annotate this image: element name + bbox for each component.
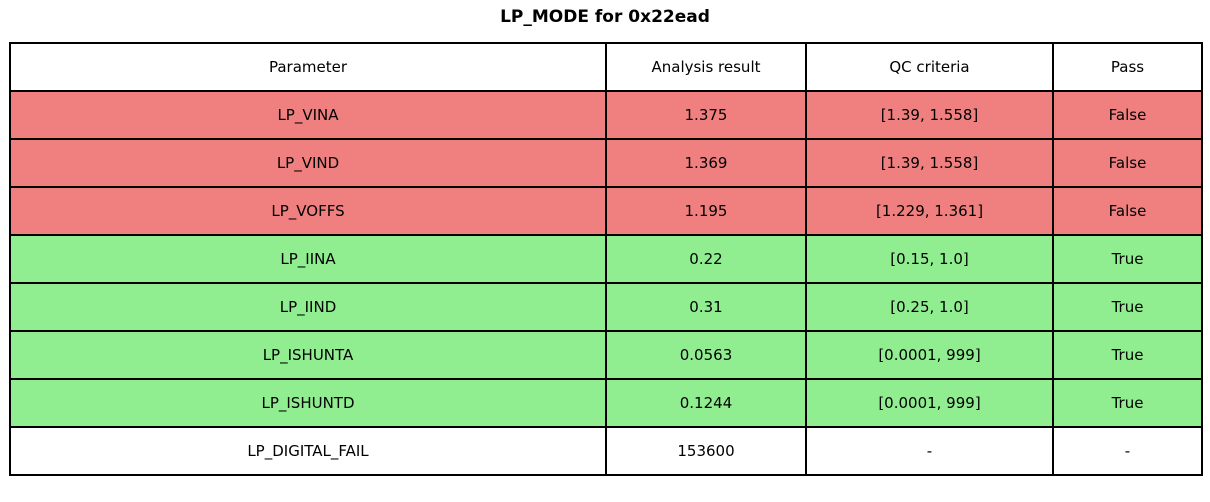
column-header-qc-criteria: QC criteria bbox=[805, 42, 1054, 92]
table-row: LP_IIND 0.31 [0.25, 1.0] True bbox=[9, 282, 1203, 332]
column-header-pass: Pass bbox=[1052, 42, 1203, 92]
analysis-result-cell: 153600 bbox=[605, 426, 807, 476]
analysis-result-cell: 0.22 bbox=[605, 234, 807, 284]
pass-cell: True bbox=[1052, 330, 1203, 380]
parameter-cell: LP_IIND bbox=[9, 282, 607, 332]
pass-cell: - bbox=[1052, 426, 1203, 476]
table-row: LP_VOFFS 1.195 [1.229, 1.361] False bbox=[9, 186, 1203, 236]
table-row: LP_VIND 1.369 [1.39, 1.558] False bbox=[9, 138, 1203, 188]
qc-criteria-cell: [0.15, 1.0] bbox=[805, 234, 1054, 284]
parameter-cell: LP_VIND bbox=[9, 138, 607, 188]
column-header-parameter: Parameter bbox=[9, 42, 607, 92]
qc-criteria-cell: [1.229, 1.361] bbox=[805, 186, 1054, 236]
table-header-row: Parameter Analysis result QC criteria Pa… bbox=[9, 42, 1203, 92]
pass-cell: False bbox=[1052, 138, 1203, 188]
analysis-result-cell: 1.375 bbox=[605, 90, 807, 140]
table-row: LP_ISHUNTA 0.0563 [0.0001, 999] True bbox=[9, 330, 1203, 380]
analysis-result-cell: 0.0563 bbox=[605, 330, 807, 380]
page-title: LP_MODE for 0x22ead bbox=[500, 7, 710, 27]
pass-cell: False bbox=[1052, 90, 1203, 140]
qc-criteria-cell: - bbox=[805, 426, 1054, 476]
analysis-result-cell: 0.1244 bbox=[605, 378, 807, 428]
parameter-cell: LP_DIGITAL_FAIL bbox=[9, 426, 607, 476]
qc-criteria-cell: [1.39, 1.558] bbox=[805, 90, 1054, 140]
analysis-result-cell: 0.31 bbox=[605, 282, 807, 332]
table-row: LP_ISHUNTD 0.1244 [0.0001, 999] True bbox=[9, 378, 1203, 428]
parameter-cell: LP_VOFFS bbox=[9, 186, 607, 236]
analysis-result-cell: 1.369 bbox=[605, 138, 807, 188]
table-row: LP_DIGITAL_FAIL 153600- - bbox=[9, 426, 1203, 476]
pass-cell: False bbox=[1052, 186, 1203, 236]
pass-cell: True bbox=[1052, 378, 1203, 428]
parameter-cell: LP_IINA bbox=[9, 234, 607, 284]
qc-criteria-cell: [0.25, 1.0] bbox=[805, 282, 1054, 332]
pass-cell: True bbox=[1052, 282, 1203, 332]
analysis-result-cell: 1.195 bbox=[605, 186, 807, 236]
qc-criteria-cell: [1.39, 1.558] bbox=[805, 138, 1054, 188]
parameter-cell: LP_VINA bbox=[9, 90, 607, 140]
qc-criteria-cell: [0.0001, 999] bbox=[805, 378, 1054, 428]
parameter-cell: LP_ISHUNTA bbox=[9, 330, 607, 380]
table-row: LP_IINA 0.22 [0.15, 1.0] True bbox=[9, 234, 1203, 284]
pass-cell: True bbox=[1052, 234, 1203, 284]
table-row: LP_VINA 1.375 [1.39, 1.558] False bbox=[9, 90, 1203, 140]
qc-criteria-cell: [0.0001, 999] bbox=[805, 330, 1054, 380]
parameter-cell: LP_ISHUNTD bbox=[9, 378, 607, 428]
qc-results-table: Parameter Analysis result QC criteria Pa… bbox=[9, 42, 1203, 476]
column-header-analysis-result: Analysis result bbox=[605, 42, 807, 92]
